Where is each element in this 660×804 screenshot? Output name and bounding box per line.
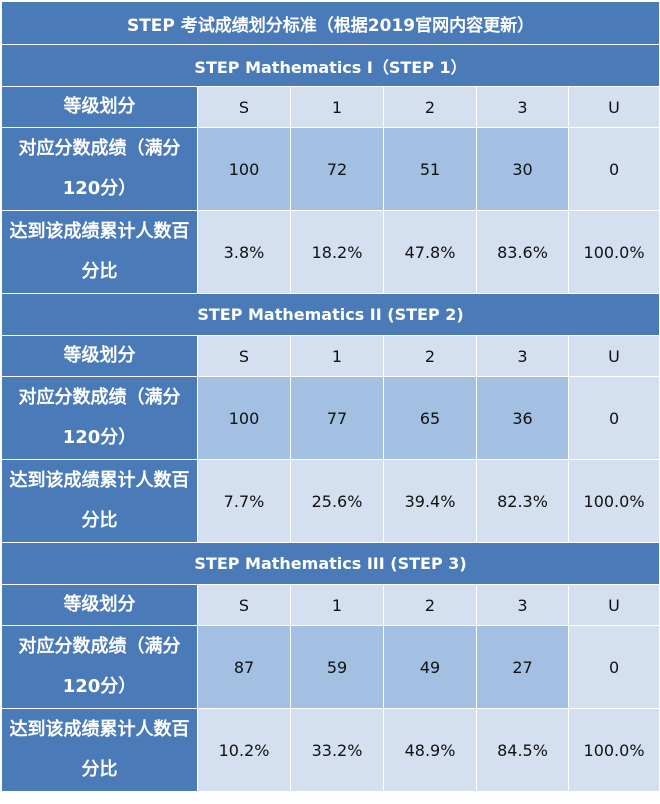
score-cell: 51 — [383, 127, 477, 211]
score-cell: 0 — [567, 376, 660, 460]
percent-label: 达到该成绩累计人数百分比 — [1, 459, 198, 543]
section-title-step3: STEP Mathematics III (STEP 3) — [0, 542, 660, 585]
grade-cell: S — [197, 86, 291, 128]
percent-cell: 3.8% — [197, 210, 291, 294]
score-label: 对应分数成绩（满分120分） — [1, 127, 198, 211]
grade-cell: 3 — [476, 86, 569, 128]
percent-label: 达到该成绩累计人数百分比 — [1, 210, 198, 294]
score-cell: 30 — [476, 127, 569, 211]
grade-cell: 1 — [290, 335, 384, 377]
grade-cell: U — [567, 86, 660, 128]
grade-cell: 1 — [290, 584, 384, 626]
percent-row: 达到该成绩累计人数百分比 3.8% 18.2% 47.8% 83.6% 100.… — [1, 210, 660, 294]
grade-cell: 2 — [383, 584, 477, 626]
percent-cell: 100.0% — [567, 459, 660, 543]
score-cell: 87 — [197, 625, 291, 709]
grade-cell: 1 — [290, 86, 384, 128]
score-cell: 77 — [290, 376, 384, 460]
section-title-step1: STEP Mathematics I（STEP 1） — [0, 44, 660, 87]
score-cell: 100 — [197, 376, 291, 460]
grade-cell: 3 — [476, 584, 569, 626]
percent-cell: 82.3% — [476, 459, 569, 543]
grade-label: 等级划分 — [1, 86, 198, 128]
score-cell: 65 — [383, 376, 477, 460]
grade-row: 等级划分 S 1 2 3 U — [1, 335, 660, 377]
grade-cell: U — [567, 584, 660, 626]
score-label: 对应分数成绩（满分120分） — [1, 625, 198, 709]
section-title-step2: STEP Mathematics II (STEP 2) — [0, 293, 660, 336]
percent-cell: 33.2% — [290, 708, 384, 792]
percent-row: 达到该成绩累计人数百分比 7.7% 25.6% 39.4% 82.3% 100.… — [1, 459, 660, 543]
percent-cell: 39.4% — [383, 459, 477, 543]
percent-cell: 48.9% — [383, 708, 477, 792]
percent-label: 达到该成绩累计人数百分比 — [1, 708, 198, 792]
grade-cell: 3 — [476, 335, 569, 377]
score-cell: 27 — [476, 625, 569, 709]
grade-row: 等级划分 S 1 2 3 U — [1, 584, 660, 626]
score-cell: 36 — [476, 376, 569, 460]
percent-cell: 100.0% — [567, 210, 660, 294]
percent-cell: 84.5% — [476, 708, 569, 792]
grade-cell: S — [197, 335, 291, 377]
grade-cell: 2 — [383, 86, 477, 128]
percent-cell: 83.6% — [476, 210, 569, 294]
grade-row: 等级划分 S 1 2 3 U — [1, 86, 660, 128]
score-cell: 49 — [383, 625, 477, 709]
grade-label: 等级划分 — [1, 584, 198, 626]
percent-cell: 47.8% — [383, 210, 477, 294]
grade-cell: 2 — [383, 335, 477, 377]
score-row: 对应分数成绩（满分120分） 100 77 65 36 0 — [1, 376, 660, 460]
percent-row: 达到该成绩累计人数百分比 10.2% 33.2% 48.9% 84.5% 100… — [1, 708, 660, 792]
grade-label: 等级划分 — [1, 335, 198, 377]
score-cell: 0 — [567, 625, 660, 709]
grade-cell: U — [567, 335, 660, 377]
percent-cell: 25.6% — [290, 459, 384, 543]
score-cell: 100 — [197, 127, 291, 211]
grade-cell: S — [197, 584, 291, 626]
score-label: 对应分数成绩（满分120分） — [1, 376, 198, 460]
percent-cell: 7.7% — [197, 459, 291, 543]
percent-cell: 100.0% — [567, 708, 660, 792]
percent-cell: 10.2% — [197, 708, 291, 792]
score-row: 对应分数成绩（满分120分） 100 72 51 30 0 — [1, 127, 660, 211]
score-row: 对应分数成绩（满分120分） 87 59 49 27 0 — [1, 625, 660, 709]
score-cell: 72 — [290, 127, 384, 211]
score-cell: 0 — [567, 127, 660, 211]
table-title: STEP 考试成绩划分标准（根据2019官网内容更新） — [0, 1, 660, 45]
percent-cell: 18.2% — [290, 210, 384, 294]
score-cell: 59 — [290, 625, 384, 709]
